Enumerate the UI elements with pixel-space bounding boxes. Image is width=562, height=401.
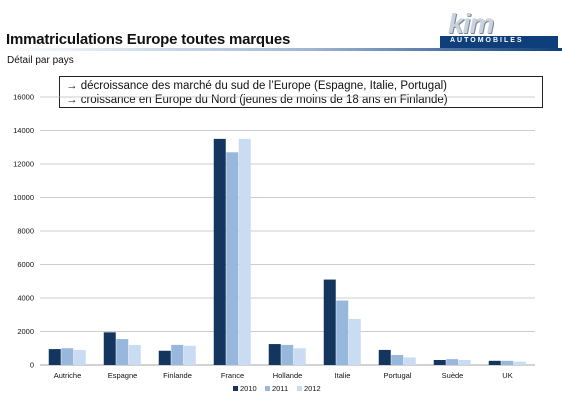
bar xyxy=(378,349,391,365)
x-tick-label: Autriche xyxy=(54,371,82,380)
page-title: Immatriculations Europe toutes marques xyxy=(6,31,291,48)
y-tick-label: 2000 xyxy=(17,327,34,336)
y-tick-label: 16000 xyxy=(13,93,34,102)
y-tick-label: 8000 xyxy=(17,227,34,236)
x-tick-label: UK xyxy=(502,371,512,380)
y-tick-label: 10000 xyxy=(13,193,34,202)
bar xyxy=(128,344,141,365)
y-tick-label: 12000 xyxy=(13,160,34,169)
x-tick-label: Italie xyxy=(335,371,351,380)
bar xyxy=(433,359,446,365)
bar xyxy=(293,348,306,365)
bar xyxy=(458,359,471,365)
bar xyxy=(73,349,86,365)
legend-swatch xyxy=(297,386,302,391)
page-subtitle: Détail par pays xyxy=(7,55,74,66)
bar xyxy=(268,344,281,365)
bar xyxy=(103,332,116,365)
bar xyxy=(501,360,514,365)
bar xyxy=(323,279,336,365)
y-tick-label: 0 xyxy=(30,361,34,370)
x-tick-label: Suède xyxy=(442,371,464,380)
bar xyxy=(158,350,171,365)
bar xyxy=(226,152,239,365)
bar xyxy=(116,339,129,365)
bar xyxy=(213,138,226,365)
x-tick-label: Finlande xyxy=(163,371,192,380)
logo-subtext: AUTOMOBILES xyxy=(450,37,524,44)
header-rule xyxy=(0,48,562,51)
y-tick-label: 6000 xyxy=(17,260,34,269)
bar xyxy=(488,360,501,365)
x-tick-label: France xyxy=(221,371,244,380)
bar xyxy=(391,354,404,365)
bar xyxy=(446,359,459,365)
logo-bar xyxy=(440,36,558,48)
bar xyxy=(348,318,361,365)
x-tick-label: Portugal xyxy=(384,371,412,380)
x-tick-label: Espagne xyxy=(108,371,138,380)
legend-label: 2012 xyxy=(304,384,321,393)
y-tick-label: 14000 xyxy=(13,126,34,135)
bar xyxy=(183,345,196,365)
y-tick-label: 4000 xyxy=(17,294,34,303)
legend-swatch xyxy=(233,386,238,391)
bar xyxy=(48,349,61,365)
legend-label: 2011 xyxy=(272,384,288,393)
x-tick-label: Hollande xyxy=(273,371,303,380)
legend-swatch xyxy=(265,386,270,391)
annotation-line-1: → décroissance des marché du sud de l’Eu… xyxy=(66,80,447,92)
brand-logo: kim AUTOMOBILES xyxy=(440,8,558,48)
legend-label: 2010 xyxy=(240,384,257,393)
bar xyxy=(61,348,74,365)
bar xyxy=(513,361,526,365)
logo-word: kim xyxy=(448,8,494,39)
bar xyxy=(238,138,251,365)
bar xyxy=(403,357,416,365)
annotation-box: → décroissance des marché du sud de l’Eu… xyxy=(59,76,543,108)
bar xyxy=(171,344,184,365)
bar xyxy=(336,300,349,365)
bar xyxy=(281,344,294,365)
